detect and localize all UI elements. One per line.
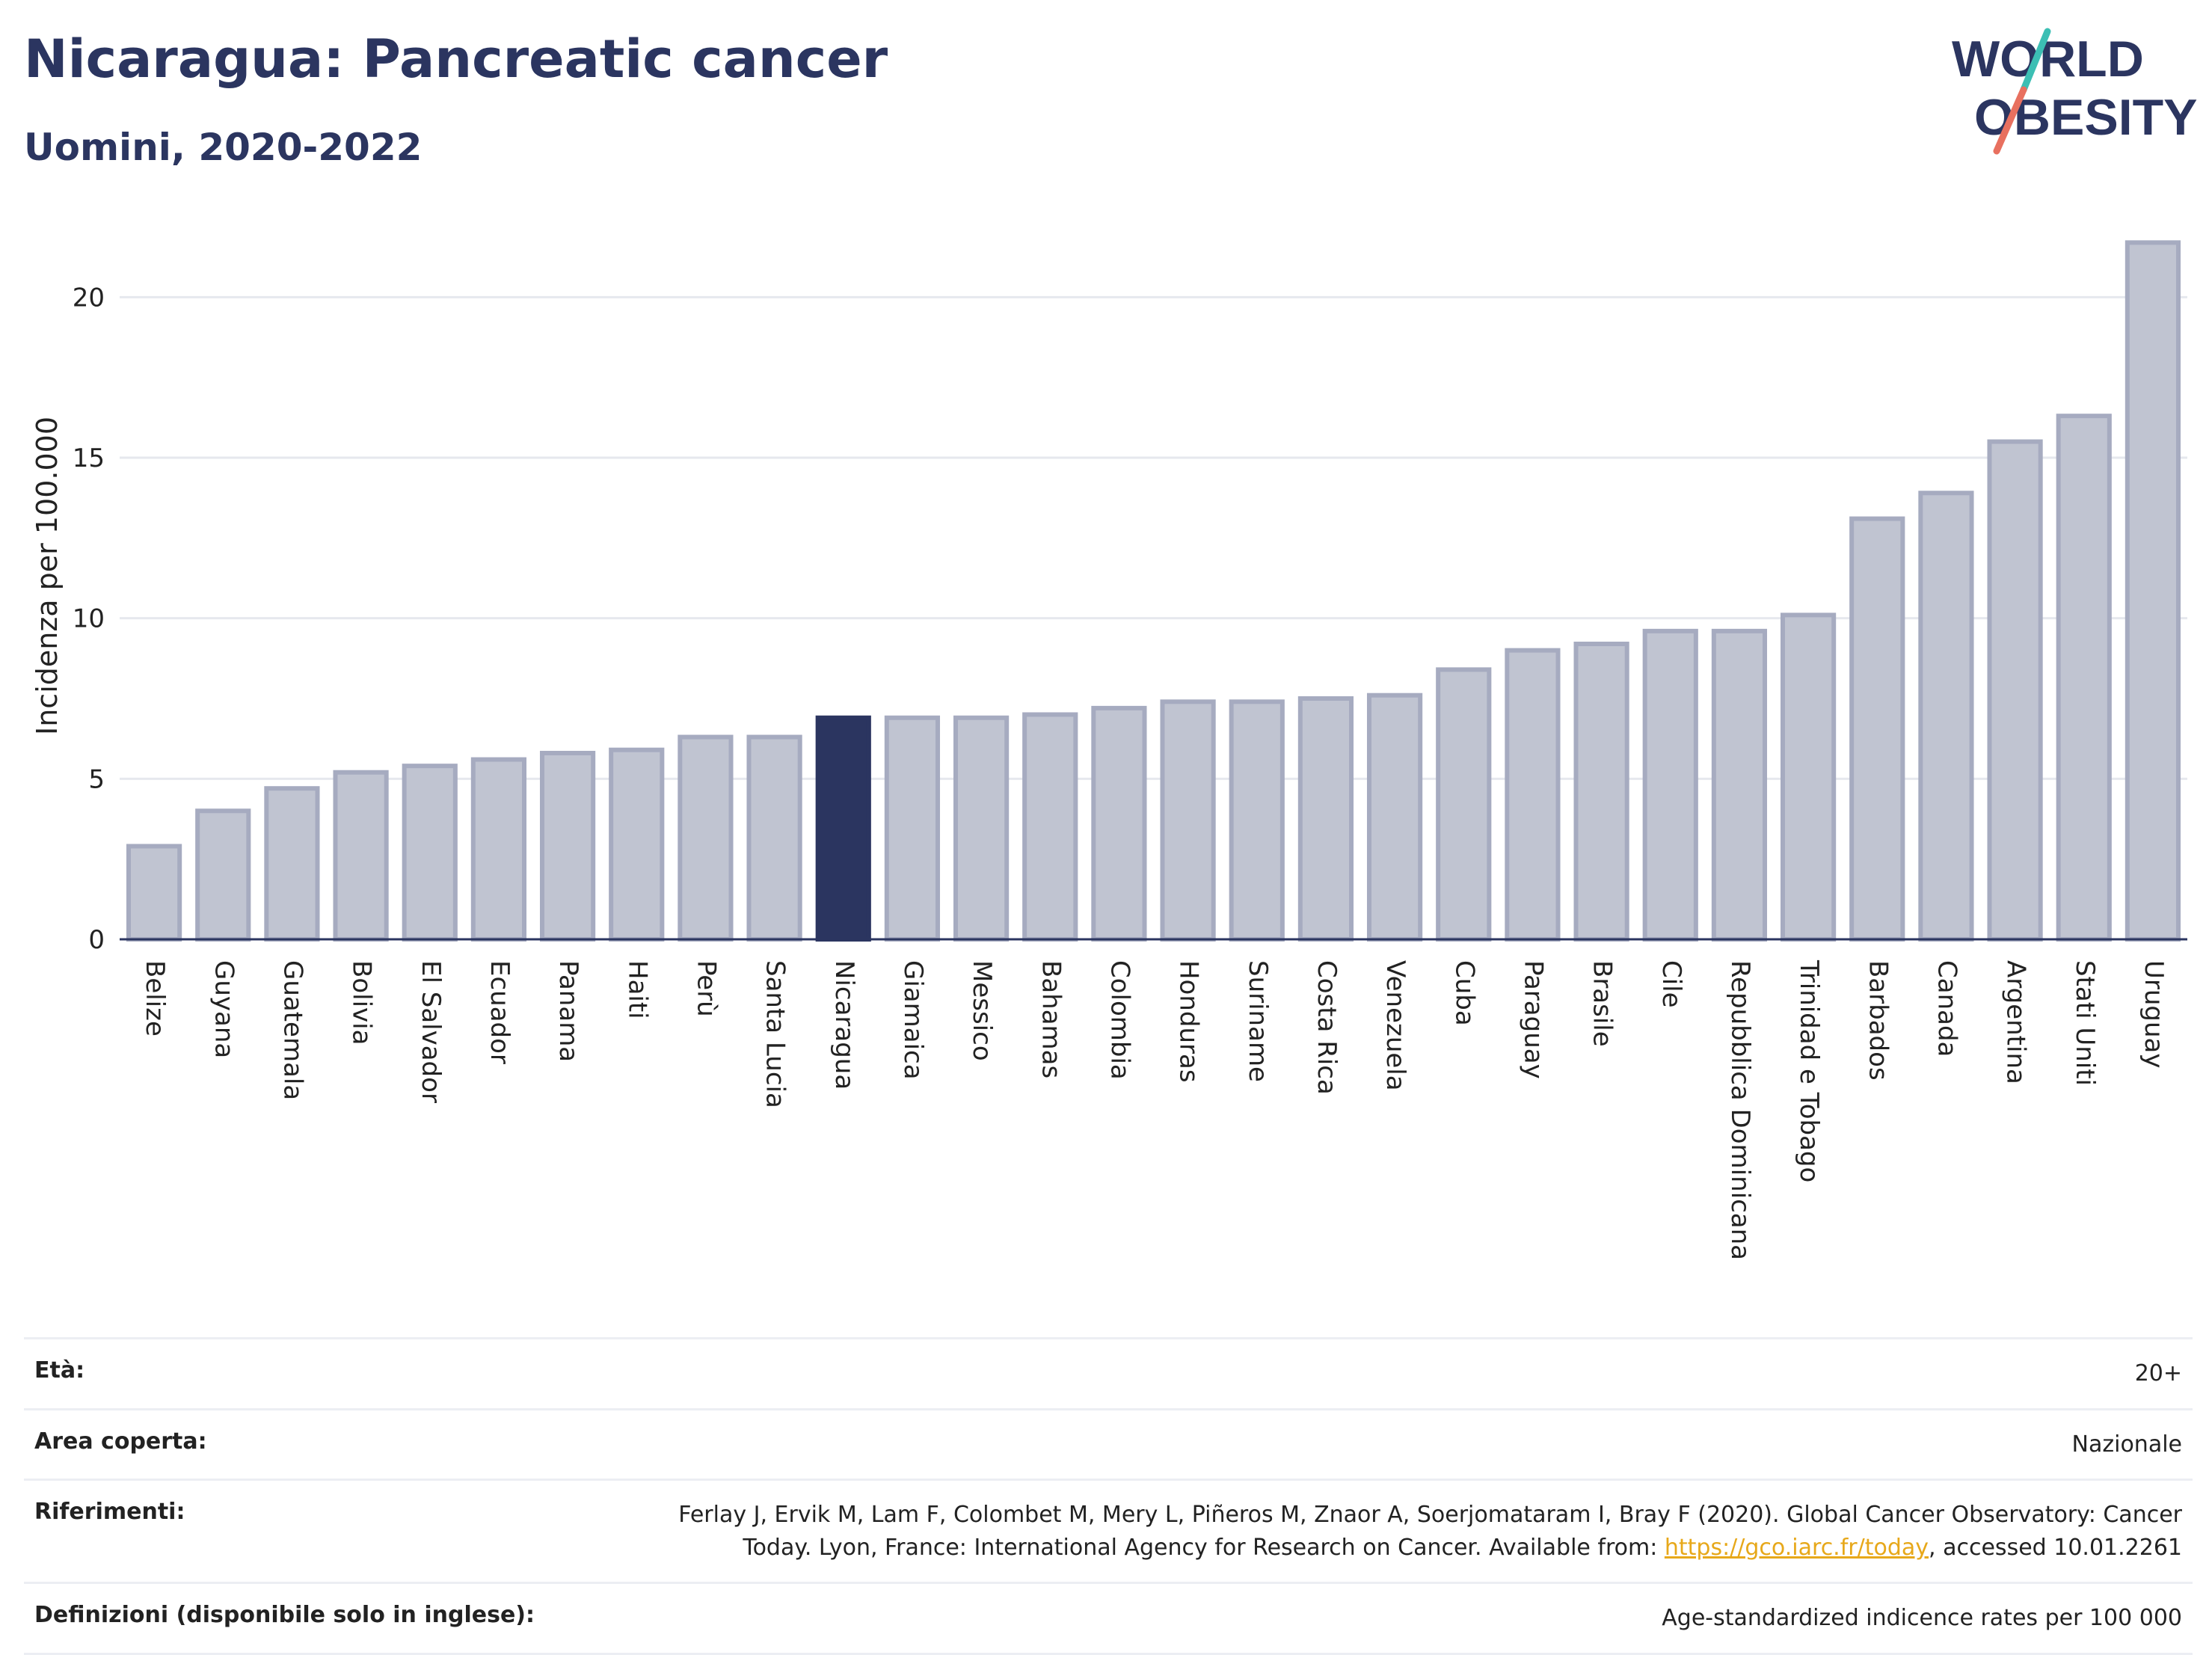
x-tick-label: El Salvador [416,960,446,1103]
logo-slash-bottom [1993,86,2027,155]
x-tick-label: Uruguay [2139,960,2169,1069]
bar-el-salvador [402,764,458,942]
y-tick-label: 10 [73,604,105,634]
x-tick-label: Giamaica [898,960,928,1080]
definitions-label: Definizioni (disponibile solo in inglese… [34,1602,535,1628]
x-tick-label: Cile [1656,960,1686,1008]
x-tick-label: Messico [967,960,997,1061]
bar-chart: 0 5 10 15 20 Belize Guyana Guatemala Bolivia El S… [31,240,2187,1260]
page-subtitle: Uomini, 2020-2022 [24,126,423,169]
x-tick-label: Brasile [1588,960,1617,1047]
bar-barbados [1849,516,1905,942]
x-tick-label: Repubblica Dominicana [1725,960,1755,1260]
x-tick-label: Santa Lucia [761,960,790,1108]
bar-cile [1642,628,1698,942]
bar-ecuador [470,757,527,942]
x-tick-label: Costa Rica [1312,960,1342,1095]
bar-colombia [1091,705,1147,942]
x-tick-label: Paraguay [1518,960,1548,1079]
bar-guatemala [264,786,320,942]
definitions-value: Age-standardized indicence rates per 100… [1662,1605,2182,1631]
x-tick-label: Argentina [2001,960,2031,1084]
x-tick-label: Canada [1932,960,1961,1057]
x-tick-label: Panama [553,960,583,1062]
x-tick-label: Venezuela [1380,960,1410,1091]
x-tick-label: Stati Uniti [2070,960,2100,1086]
y-tick-label: 0 [88,925,105,955]
bar-venezuela [1366,693,1423,942]
bar-argentina [1987,439,2043,942]
x-tick-label: Nicaragua [829,960,859,1090]
x-tick-label: Ecuador [485,960,514,1064]
bar-uruguay [2125,240,2181,942]
bar-cuba [1436,667,1492,942]
bar-belize [126,844,182,942]
logo-slash-top [2020,28,2051,93]
x-tick-label: Barbados [1863,960,1893,1081]
y-tick-label: 5 [88,764,105,794]
x-tick-label: Colombia [1105,960,1134,1080]
bar-stati-uniti [2056,414,2112,942]
x-tick-label: Suriname [1243,960,1273,1082]
x-tick-label: Bolivia [347,960,377,1045]
bar-brasile [1573,642,1629,942]
x-tick-label: Trinidad e Tobago [1794,959,1824,1182]
label-layer: 0 5 10 15 20 Belize Guyana Guatemala Bolivia El S… [73,283,2169,1260]
bar-santa-lucia [746,734,802,942]
page-title: Nicaragua: Pancreatic cancer [24,28,888,90]
area-label: Area coperta: [34,1428,207,1455]
x-tick-label: Guyana [209,960,239,1058]
bar-panama [539,750,596,942]
bar-suriname [1229,699,1285,942]
logo-line-1: WORLD [1952,31,2144,87]
y-tick-label: 15 [73,443,105,473]
info-row-age: Età: 20+ [24,1338,2193,1410]
grid-layer [120,295,2187,780]
references-link[interactable]: https://gco.iarc.fr/today [1664,1534,1929,1561]
x-tick-label: Perù [691,960,721,1017]
y-tick-label: 20 [73,283,105,313]
x-tick-label: Bahamas [1036,960,1066,1078]
info-row-references: Riferimenti: Ferlay J, Ervik M, Lam F, C… [24,1479,2193,1583]
bar-nicaragua [815,715,871,942]
y-axis-label: Incidenza per 100.000 [31,417,64,735]
x-tick-label: Haiti [622,960,652,1019]
references-label: Riferimenti: [34,1499,185,1525]
bar-honduras [1160,699,1216,942]
bar-bahamas [1022,712,1078,942]
info-row-definitions: Definizioni (disponibile solo in inglese… [24,1582,2193,1654]
references-text-3: , accessed 10.01.2261 [1929,1534,2182,1561]
x-tick-label: Cuba [1449,960,1479,1026]
x-tick-label: Honduras [1174,960,1204,1083]
bar-haiti [609,747,665,942]
bar-layer [126,240,2181,942]
bar-guyana [195,808,251,942]
info-table: Età: 20+ Area coperta: Nazionale Riferim… [24,1337,2193,1655]
references-text-1: Ferlay J, Ervik M, Lam F, Colombet M, Me… [678,1502,2182,1528]
bar-giamaica [884,715,941,942]
references-value: Ferlay J, Ervik M, Lam F, Colombet M, Me… [577,1480,2193,1583]
area-value: Nazionale [2071,1431,2182,1458]
age-value: 20+ [2134,1360,2182,1387]
bar-messico [953,715,1010,942]
bar-bolivia [333,770,389,942]
bar-costa-rica [1297,696,1354,942]
info-row-area: Area coperta: Nazionale [24,1409,2193,1480]
x-tick-label: Belize [140,960,170,1037]
bar-repubblica-dominicana [1711,628,1768,942]
bar-canada [1918,491,1974,942]
references-text-2: Today. Lyon, France: International Agenc… [743,1534,1665,1561]
age-label: Età: [34,1357,85,1384]
world-obesity-logo: WORLD OBESITY [1952,28,2198,155]
x-tick-label: Guatemala [277,960,307,1100]
bar-per- [678,734,734,942]
bar-paraguay [1505,648,1561,942]
bar-trinidad-e-tobago [1780,612,1837,942]
